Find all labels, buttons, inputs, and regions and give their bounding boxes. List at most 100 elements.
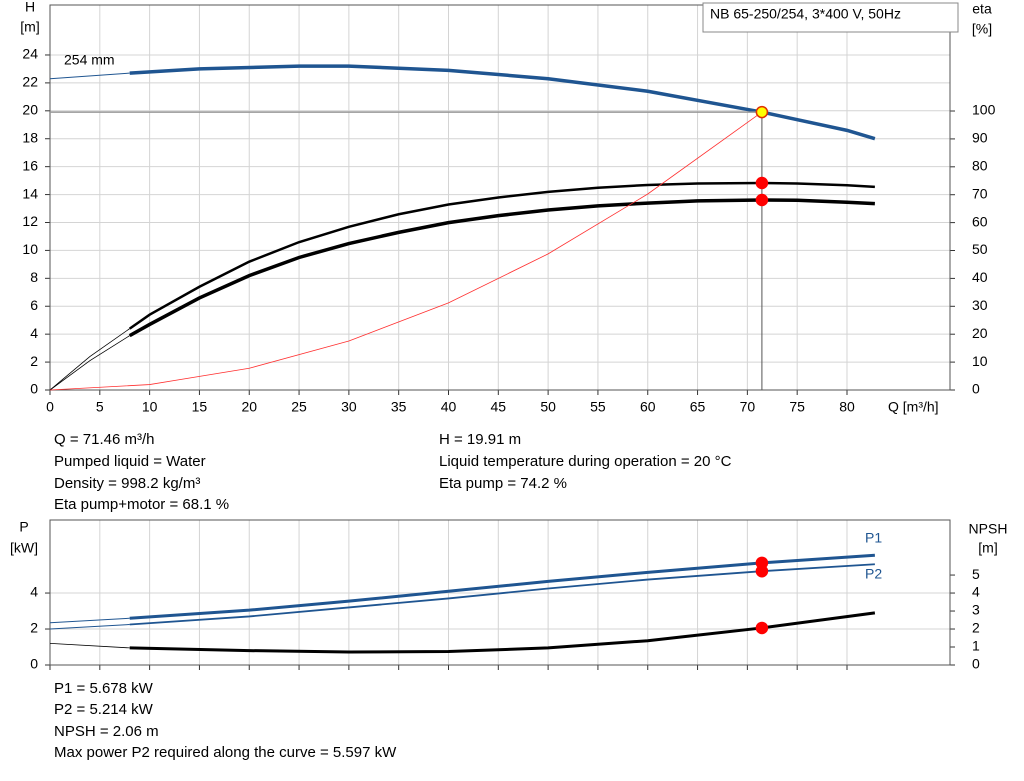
operating-point [755,564,769,578]
curve [49,624,130,630]
curve [49,335,130,391]
y2-tick-label: 5 [972,566,980,582]
y2-tick-label: 20 [972,325,988,341]
operating-point [755,621,769,635]
x-tick-label: 60 [640,399,656,415]
curve-label: P1 [865,530,882,546]
x-tick-label: 0 [46,399,54,415]
y2-axis-unit: [%] [972,21,992,37]
info-text: Q = 71.46 m³/h [54,431,154,448]
y-tick-label: 4 [30,584,38,600]
x-tick-label: 20 [241,399,257,415]
curve [129,611,876,654]
y-tick-label: 16 [22,157,38,173]
y-tick-label: 10 [22,241,38,257]
curve [49,617,130,624]
x-tick-label: 45 [491,399,507,415]
info-text: NPSH = 2.06 m [54,723,159,740]
curve [128,198,875,338]
y-tick-label: 6 [30,297,38,313]
y-axis-label: P [19,519,28,535]
operating-point [755,105,769,119]
x-tick-label: 65 [690,399,706,415]
curve-label: 254 mm [64,52,115,68]
x-tick-label: 30 [341,399,357,415]
y2-tick-label: 90 [972,130,988,146]
chart-title: NB 65-250/254, 3*400 V, 50Hz [710,6,901,22]
info-text: P1 = 5.678 kW [54,680,154,697]
y-tick-label: 0 [30,656,38,672]
curve [49,72,130,80]
x-tick-label: 35 [391,399,407,415]
y2-tick-label: 1 [972,638,980,654]
y2-tick-label: 30 [972,297,988,313]
x-tick-label: 55 [590,399,606,415]
y-tick-label: 22 [22,74,38,90]
y-tick-label: 18 [22,129,38,145]
y-tick-label: 2 [30,353,38,369]
info-text: Eta pump = 74.2 % [439,475,567,492]
x-axis-label: Q [m³/h] [888,399,939,415]
head-chart: NB 65-250/254, 3*400 V, 50Hz H [m] eta [… [20,0,992,513]
curve [129,563,875,626]
curve [129,553,875,620]
curve [129,64,876,141]
y2-tick-label: 0 [972,656,980,672]
y-tick-label: 24 [22,46,38,62]
x-tick-label: 50 [540,399,556,415]
plot-frame [49,519,951,666]
x-tick-label: 40 [441,399,457,415]
y-axis-unit: [kW] [10,540,38,556]
y-tick-label: 4 [30,325,38,341]
y2-tick-label: 40 [972,269,988,285]
y2-axis-label: eta [972,1,992,17]
info-text: Pumped liquid = Water [54,453,206,470]
y2-tick-label: 100 [972,102,996,118]
info-text: H = 19.91 m [439,431,521,448]
y2-tick-label: 80 [972,158,988,174]
y2-axis-unit: [m] [978,540,997,556]
x-tick-label: 5 [96,399,104,415]
title-box [702,2,959,33]
y-axis-unit: [m] [20,19,39,35]
y2-tick-label: 60 [972,213,988,229]
y-tick-label: 8 [30,269,38,285]
plot: 0 2 4 0 1 2 3 4 5 [30,519,980,672]
x-tick-label: 15 [192,399,208,415]
operating-point [755,176,769,190]
x-tick-label: 80 [839,399,855,415]
curve [49,328,130,391]
x-tick-label: 70 [740,399,756,415]
x-tick-label: 10 [142,399,158,415]
y2-tick-label: 10 [972,353,988,369]
y2-tick-label: 0 [972,381,980,397]
y-tick-label: 12 [22,213,38,229]
curve-label: P2 [865,566,882,582]
power-chart: P [kW] NPSH [m] P1 P2 P1 = 5.678 kW P2 =… [10,519,1007,761]
plot-frame [49,4,951,391]
y2-tick-label: 50 [972,241,988,257]
curve [49,111,763,391]
operating-point [755,193,769,207]
y-tick-label: 20 [22,102,38,118]
info-text: Eta pump+motor = 68.1 % [54,496,229,513]
curve [49,643,130,649]
y2-tick-label: 3 [972,602,980,618]
info-text: Density = 998.2 kg/m³ [54,475,200,492]
y2-tick-label: 70 [972,185,988,201]
y2-axis-label: NPSH [969,521,1008,537]
x-tick-label: 75 [789,399,805,415]
info-text: P2 = 5.214 kW [54,701,154,718]
y-tick-label: 0 [30,381,38,397]
y2-tick-label: 4 [972,584,980,600]
curve [128,181,875,330]
y2-tick-label: 2 [972,620,980,636]
y-tick-label: 2 [30,620,38,636]
y-tick-label: 14 [22,185,38,201]
y-axis-label: H [25,0,35,15]
info-text: Max power P2 required along the curve = … [54,744,397,761]
x-tick-label: 25 [291,399,307,415]
plot: 0 5 10 15 20 25 30 35 40 45 50 55 60 65 70 75 8002468101… [22,4,996,415]
info-text: Liquid temperature during operation = 20… [439,453,732,470]
